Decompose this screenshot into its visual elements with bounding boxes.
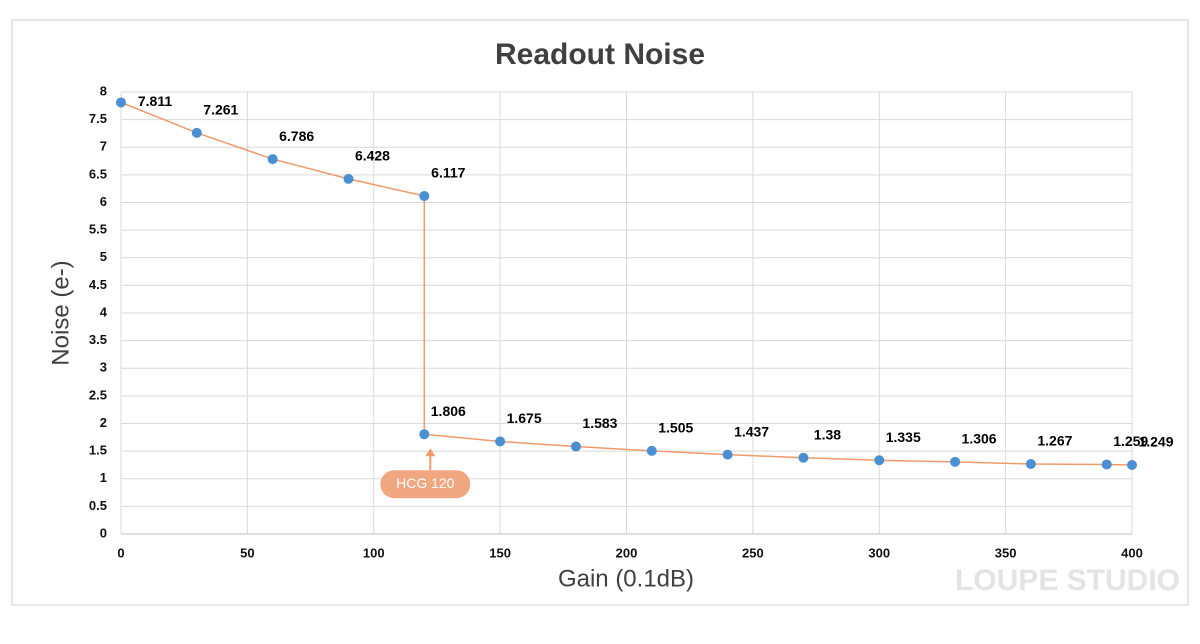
data-point [722,449,733,460]
data-point [1025,458,1036,469]
data-point [1127,459,1137,470]
data-point [116,97,126,108]
y-tick-label: 3 [100,360,107,375]
y-tick-label: 2 [100,415,107,430]
data-label: 1.259 [1113,433,1148,449]
y-tick-label: 6 [100,194,107,209]
y-tick-label: 7.5 [89,111,107,126]
y-axis-label: Noise (e-) [47,260,74,365]
data-point [267,154,278,165]
x-tick-label: 100 [363,545,385,560]
y-tick-label: 5 [100,249,107,264]
chart-title: Readout Noise [495,38,705,71]
annotation-arrow-head [425,448,436,457]
y-tick-label: 4 [100,304,108,319]
data-label: 1.267 [1037,433,1072,449]
data-point [343,173,354,184]
x-axis-label: Gain (0.1dB) [558,565,694,592]
data-label: 1.335 [886,429,921,445]
data-point [570,441,581,452]
data-label: 6.428 [355,148,390,164]
y-tick-label: 3.5 [89,332,107,347]
x-tick-label: 50 [240,545,254,560]
data-point [419,429,430,440]
data-label: 1.583 [582,415,617,431]
annotation: HCG 120 [396,475,455,491]
y-tick-label: 7 [100,139,107,154]
data-label: 1.675 [507,410,542,426]
data-point [1101,459,1112,470]
x-tick-label: 200 [616,545,638,560]
data-point [950,456,961,467]
data-point [798,452,809,463]
data-point [191,127,202,138]
watermark: LOUPE STUDIO [955,564,1180,597]
y-tick-label: 1 [100,470,107,485]
data-point [874,455,885,466]
y-tick-label: 2.5 [89,387,107,402]
y-tick-label: 4.5 [89,277,107,292]
x-tick-label: 300 [868,545,890,560]
data-point [646,445,657,456]
data-label: 1.806 [431,403,466,419]
line [120,101,1133,466]
y-tick-label: 0 [100,525,107,540]
x-tick-label: 350 [995,545,1017,560]
y-tick-label: 1.5 [89,443,107,458]
x-tick-label: 250 [742,545,764,560]
data-label: 1.38 [814,426,841,442]
data-label: 6.117 [431,165,465,181]
data-label: 7.811 [138,93,172,109]
x-tick-label: 400 [1121,545,1143,560]
y-tick-label: 0.5 [89,498,107,513]
data-label: 1.437 [734,423,769,439]
data-label: 1.249 [1138,434,1173,450]
y-tick-label: 5.5 [89,222,107,237]
annotation-box [380,470,471,499]
y-tick-label: 6.5 [89,166,107,181]
data-label: 1.505 [658,420,693,436]
x-tick-label: 150 [489,545,511,560]
data-point [419,191,430,202]
data-label: 6.786 [279,128,314,144]
data-label: 7.261 [203,102,238,118]
y-tick-label: 8 [100,83,107,98]
x-tick-label: 0 [117,545,124,560]
data-point [495,436,506,447]
data-label: 1.306 [962,431,997,447]
